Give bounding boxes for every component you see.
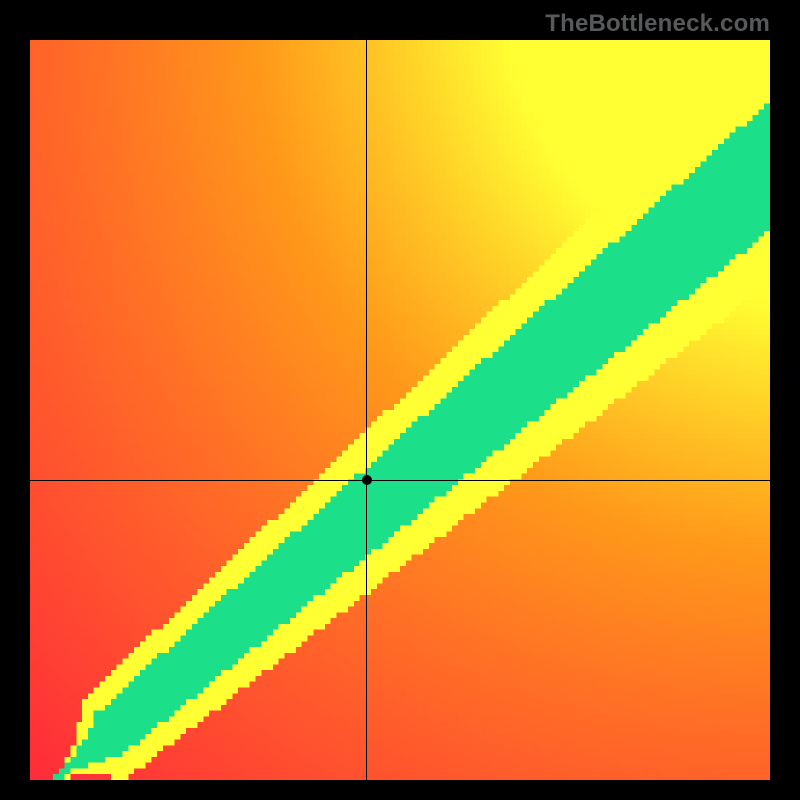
- watermark-text: TheBottleneck.com: [545, 10, 770, 38]
- crosshair-vertical: [366, 40, 367, 780]
- crosshair-dot: [362, 475, 372, 485]
- heatmap-plot: [30, 40, 770, 780]
- root: TheBottleneck.com: [0, 0, 800, 800]
- crosshair-horizontal: [30, 480, 770, 481]
- heatmap-canvas: [30, 40, 770, 780]
